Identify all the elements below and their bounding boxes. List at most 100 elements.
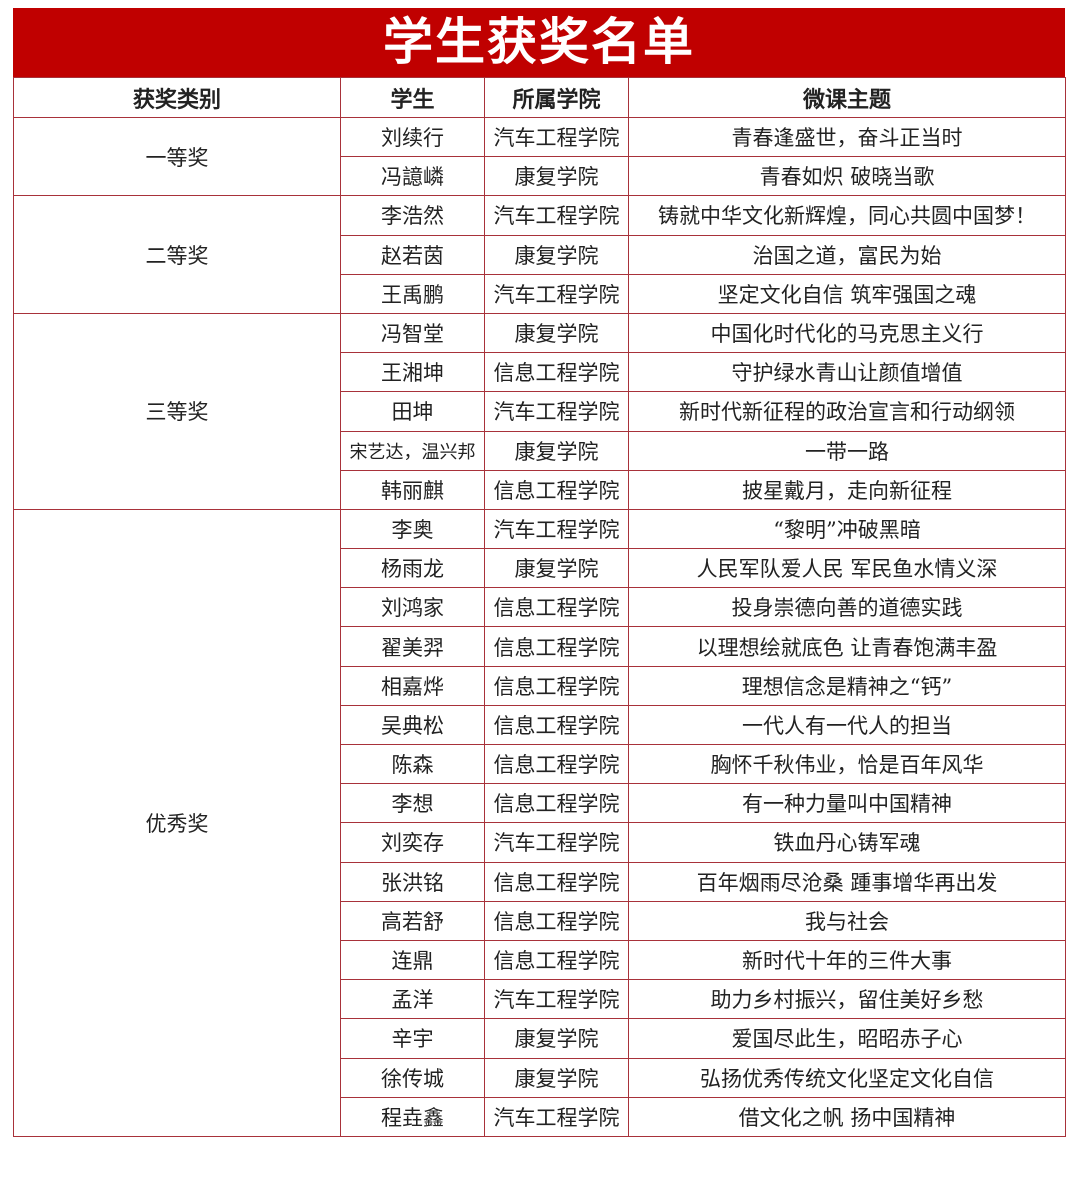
college-cell: 信息工程学院 [484, 900, 629, 941]
student-cell: 王禹鹏 [340, 273, 485, 314]
college-cell: 信息工程学院 [484, 704, 629, 746]
topic-cell: 坚定文化自信 筑牢强国之魂 [628, 273, 1066, 314]
table-row: 徐传城 康复学院 弘扬优秀传统文化坚定文化自信 [14, 1057, 1066, 1098]
header-topic: 微课主题 [628, 77, 1066, 118]
topic-cell: 铁血丹心铸军魂 [628, 822, 1066, 863]
topic-cell: 助力乡村振兴，留住美好乡愁 [628, 979, 1066, 1020]
student-cell: 李奥 [340, 508, 485, 550]
topic-cell: 人民军队爱人民 军民鱼水情义深 [628, 548, 1066, 589]
student-cell: 刘鸿家 [340, 587, 485, 628]
college-cell: 康复学院 [484, 312, 629, 354]
student-cell: 宋艺达，温兴邦 [340, 430, 485, 471]
topic-cell: 有一种力量叫中国精神 [628, 783, 1066, 824]
college-cell: 康复学院 [484, 1018, 629, 1059]
table-row: 冯譩嶙 康复学院 青春如炽 破晓当歌 [14, 156, 1066, 197]
table-row: 连鼎 信息工程学院 新时代十年的三件大事 [14, 939, 1066, 981]
table-row: 程垚鑫 汽车工程学院 借文化之帆 扬中国精神 [14, 1096, 1066, 1137]
college-cell: 康复学院 [484, 156, 629, 197]
page-title: 学生获奖名单 [13, 8, 1065, 77]
student-cell: 冯譩嶙 [340, 156, 485, 197]
student-cell: 孟洋 [340, 979, 485, 1020]
topic-cell: 青春如炽 破晓当歌 [628, 156, 1066, 197]
topic-cell: 中国化时代化的马克思主义行 [628, 312, 1066, 354]
award-category: 一等奖 [13, 116, 341, 197]
college-cell: 信息工程学院 [484, 939, 629, 981]
student-cell: 吴典松 [340, 704, 485, 746]
award-category: 三等奖 [13, 312, 341, 510]
student-cell: 程垚鑫 [340, 1096, 485, 1137]
award-list: 学生获奖名单 获奖类别 学生 所属学院 微课主题 一等奖 刘续行 汽车工程学院 青春逢… [13, 8, 1066, 1137]
student-cell: 陈森 [340, 743, 485, 785]
award-category: 优秀奖 [13, 508, 341, 1137]
student-cell: 李想 [340, 783, 485, 824]
student-cell: 翟美羿 [340, 626, 485, 667]
college-cell: 信息工程学院 [484, 469, 629, 510]
topic-cell: 爱国尽此生，昭昭赤子心 [628, 1018, 1066, 1059]
student-cell: 徐传城 [340, 1057, 485, 1098]
topic-cell: 理想信念是精神之“钙” [628, 665, 1066, 706]
topic-cell: “黎明”冲破黑暗 [628, 508, 1066, 550]
college-cell: 汽车工程学院 [484, 979, 629, 1020]
college-cell: 信息工程学院 [484, 665, 629, 706]
college-cell: 汽车工程学院 [484, 273, 629, 314]
table-row: 陈森 信息工程学院 胸怀千秋伟业，恰是百年风华 [14, 743, 1066, 785]
college-cell: 康复学院 [484, 1057, 629, 1098]
college-cell: 汽车工程学院 [484, 822, 629, 863]
topic-cell: 胸怀千秋伟业，恰是百年风华 [628, 743, 1066, 785]
student-cell: 韩丽麒 [340, 469, 485, 510]
student-cell: 李浩然 [340, 195, 485, 236]
college-cell: 汽车工程学院 [484, 1096, 629, 1137]
student-cell: 辛宇 [340, 1018, 485, 1059]
table-row: 三等奖 冯智堂 康复学院 中国化时代化的马克思主义行 [13, 312, 1066, 510]
header-category: 获奖类别 [13, 77, 341, 118]
topic-cell: 披星戴月，走向新征程 [628, 469, 1066, 510]
table-row: 一等奖 刘续行 汽车工程学院 青春逢盛世，奋斗正当时 [13, 116, 1066, 197]
header-college: 所属学院 [484, 77, 629, 118]
college-cell: 汽车工程学院 [484, 116, 629, 158]
topic-cell: 弘扬优秀传统文化坚定文化自信 [628, 1057, 1066, 1098]
topic-cell: 新时代新征程的政治宣言和行动纲领 [628, 391, 1066, 432]
topic-cell: 借文化之帆 扬中国精神 [628, 1096, 1066, 1137]
table-row: 高若舒 信息工程学院 我与社会 [14, 900, 1066, 941]
header-row: 获奖类别 学生 所属学院 微课主题 [13, 77, 1066, 118]
table-row: 二等奖 李浩然 汽车工程学院 铸就中华文化新辉煌，同心共圆中国梦！ [13, 195, 1066, 314]
table-row: 王禹鹏 汽车工程学院 坚定文化自信 筑牢强国之魂 [14, 273, 1066, 314]
college-cell: 汽车工程学院 [484, 391, 629, 432]
topic-cell: 投身崇德向善的道德实践 [628, 587, 1066, 628]
award-table: 获奖类别 学生 所属学院 微课主题 一等奖 刘续行 汽车工程学院 青春逢盛世，奋斗正当… [13, 77, 1066, 1137]
student-cell: 高若舒 [340, 900, 485, 941]
college-cell: 康复学院 [484, 548, 629, 589]
student-cell: 刘奕存 [340, 822, 485, 863]
topic-cell: 铸就中华文化新辉煌，同心共圆中国梦！ [628, 195, 1066, 236]
student-cell: 冯智堂 [340, 312, 485, 354]
topic-cell: 青春逢盛世，奋斗正当时 [628, 116, 1066, 158]
table-row: 杨雨龙 康复学院 人民军队爱人民 军民鱼水情义深 [14, 548, 1066, 589]
college-cell: 康复学院 [484, 430, 629, 471]
student-cell: 张洪铭 [340, 861, 485, 902]
table-row: 优秀奖 李奥 汽车工程学院 “黎明”冲破黑暗 [13, 508, 1066, 1137]
table-row: 刘鸿家 信息工程学院 投身崇德向善的道德实践 [14, 587, 1066, 628]
table-row: 张洪铭 信息工程学院 百年烟雨尽沧桑 踵事增华再出发 [14, 861, 1066, 902]
topic-cell: 我与社会 [628, 900, 1066, 941]
college-cell: 信息工程学院 [484, 587, 629, 628]
college-cell: 信息工程学院 [484, 626, 629, 667]
college-cell: 汽车工程学院 [484, 195, 629, 236]
topic-cell: 以理想绘就底色 让青春饱满丰盈 [628, 626, 1066, 667]
topic-cell: 百年烟雨尽沧桑 踵事增华再出发 [628, 861, 1066, 902]
topic-cell: 一带一路 [628, 430, 1066, 471]
student-cell: 田坤 [340, 391, 485, 432]
student-cell: 相嘉烨 [340, 665, 485, 706]
college-cell: 汽车工程学院 [484, 508, 629, 550]
table-row: 韩丽麒 信息工程学院 披星戴月，走向新征程 [14, 469, 1066, 510]
student-cell: 杨雨龙 [340, 548, 485, 589]
table-row: 田坤 汽车工程学院 新时代新征程的政治宣言和行动纲领 [14, 391, 1066, 432]
college-cell: 信息工程学院 [484, 743, 629, 785]
college-cell: 信息工程学院 [484, 783, 629, 824]
table-row: 李想 信息工程学院 有一种力量叫中国精神 [14, 783, 1066, 824]
topic-cell: 守护绿水青山让颜值增值 [628, 352, 1066, 393]
college-cell: 康复学院 [484, 234, 629, 275]
topic-cell: 治国之道，富民为始 [628, 234, 1066, 275]
topic-cell: 新时代十年的三件大事 [628, 939, 1066, 981]
table-row: 辛宇 康复学院 爱国尽此生，昭昭赤子心 [14, 1018, 1066, 1059]
student-cell: 赵若茵 [340, 234, 485, 275]
